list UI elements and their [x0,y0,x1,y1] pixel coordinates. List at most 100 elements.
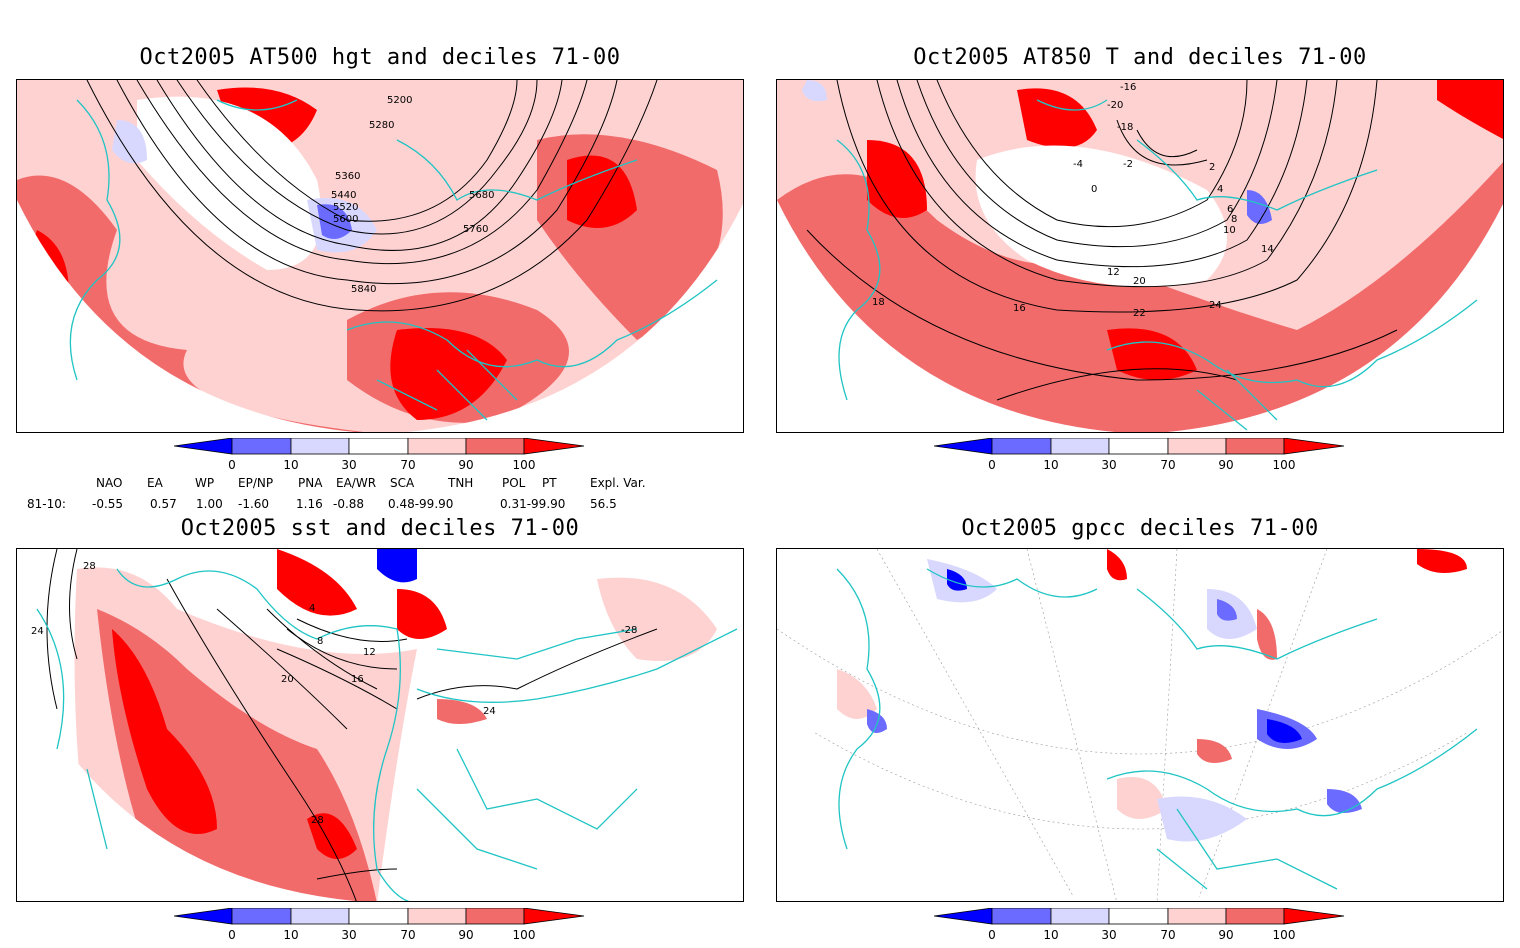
index-header: TNH [448,476,474,490]
index-value: 1.00 [196,497,223,511]
contour-label: 10 [1223,225,1236,236]
contour-label: 2 [1209,162,1215,173]
colorbar-tick: 0 [988,928,996,942]
contour-label: 8 [317,636,323,647]
colorbar-tick: 30 [341,928,357,942]
colorbar-tick: 30 [341,458,357,472]
colorbar-svg [933,437,1345,455]
colorbar-panel-2: 0 10 30 70 90 100 [933,437,1354,478]
colorbar-tick: 100 [512,458,536,472]
panel-4-title: Oct2005 gpcc deciles 71-00 [961,516,1319,541]
map-gpcc-svg [777,549,1503,901]
index-value: 0.57 [150,497,177,511]
contour-label: -28 [621,625,637,636]
colorbar-svg [173,437,585,455]
index-header: SCA [390,476,415,490]
contour-label: 5200 [387,95,412,106]
colorbar-tick: 0 [988,458,996,472]
index-value: 0.31-99.90 [500,497,566,511]
colorbar-tick: 90 [1218,928,1234,942]
contour-label: 24 [1209,300,1222,311]
contour-label: 20 [281,674,294,685]
colorbar-tick: 10 [283,458,299,472]
index-value: -0.55 [92,497,124,511]
colorbar-tick: 0 [228,458,236,472]
index-header: EA/WR [336,476,377,490]
contour-label: 0 [1091,184,1097,195]
colorbar-tick: 10 [1043,458,1059,472]
index-header: Expl. Var. [590,476,646,490]
contour-label: 18 [872,297,885,308]
colorbar-tick: 30 [1101,458,1117,472]
map-panel-at500: 5200 5280 5360 5440 5520 5600 5680 5760 … [16,79,744,433]
contour-label: 5680 [469,190,494,201]
contour-label: 28 [83,561,96,572]
map-at850-svg: -16 -20 -18 -4 -2 0 2 4 6 8 10 12 14 16 … [777,80,1503,432]
index-header: EA [147,476,163,490]
colorbar-tick: 70 [400,928,416,942]
contour-label: 5520 [333,202,358,213]
colorbar-panel-1: 0 10 30 70 90 100 [173,437,594,478]
colorbar-tick: 90 [458,458,474,472]
contour-label: 12 [363,647,376,658]
contour-label: 4 [309,603,315,614]
index-row-label: 81-10: [27,497,66,511]
map-panel-at850: -16 -20 -18 -4 -2 0 2 4 6 8 10 12 14 16 … [776,79,1504,433]
colorbar-tick: 100 [1272,458,1296,472]
contour-label: 12 [1107,267,1120,278]
contour-label: 8 [1231,214,1237,225]
index-value: 1.16 [296,497,323,511]
contour-label: 5440 [331,190,356,201]
contour-label: -4 [1073,159,1083,170]
contour-label: 20 [1133,276,1146,287]
contour-label: 5280 [369,120,394,131]
index-value: 0.48-99.90 [388,497,454,511]
index-value: 56.5 [590,497,617,511]
index-header: PNA [298,476,323,490]
index-header: PT [542,476,557,490]
index-header: EP/NP [238,476,274,490]
contour-label: 6 [1227,204,1233,215]
index-value: -0.88 [333,497,365,511]
contour-label: -20 [1107,100,1123,111]
contour-label: 24 [31,626,44,637]
colorbar-tick: 90 [1218,458,1234,472]
panel-1-title: Oct2005 AT500 hgt and deciles 71-00 [139,45,621,70]
index-header: POL [502,476,526,490]
colorbar-tick: 70 [1160,458,1176,472]
contour-label: 5840 [351,284,376,295]
colorbar-tick: 10 [1043,928,1059,942]
colorbar-tick: 10 [283,928,299,942]
contour-label: 28 [311,815,324,826]
contour-label: 5760 [463,224,488,235]
map-sst-svg: 28 24 4 8 12 16 20 24 28 -28 [17,549,743,901]
contour-label: 4 [1217,184,1223,195]
contour-label: 16 [1013,303,1026,314]
contour-label: 5600 [333,214,358,225]
panel-2-title: Oct2005 AT850 T and deciles 71-00 [913,45,1367,70]
contour-label: 5360 [335,171,360,182]
colorbar-tick: 100 [1272,928,1296,942]
contour-label: 16 [351,674,364,685]
index-value: -1.60 [238,497,270,511]
contour-label: -18 [1117,122,1133,133]
contour-label: 14 [1261,244,1274,255]
colorbar-tick: 70 [1160,928,1176,942]
map-panel-sst: 28 24 4 8 12 16 20 24 28 -28 [16,548,744,902]
contour-label: -16 [1120,82,1136,93]
colorbar-svg [173,907,585,925]
colorbar-tick: 100 [512,928,536,942]
index-header: WP [195,476,215,490]
map-panel-gpcc [776,548,1504,902]
colorbar-panel-4: 0 10 30 70 90 100 [933,907,1354,948]
colorbar-tick: 70 [400,458,416,472]
contour-label: -2 [1123,159,1133,170]
map-at500-svg: 5200 5280 5360 5440 5520 5600 5680 5760 … [17,80,743,432]
contour-label: 22 [1133,308,1146,319]
colorbar-svg [933,907,1345,925]
colorbar-tick: 0 [228,928,236,942]
index-header: NAO [96,476,123,490]
colorbar-tick: 30 [1101,928,1117,942]
contour-label: 24 [483,706,496,717]
colorbar-panel-3: 0 10 30 70 90 100 [173,907,594,948]
